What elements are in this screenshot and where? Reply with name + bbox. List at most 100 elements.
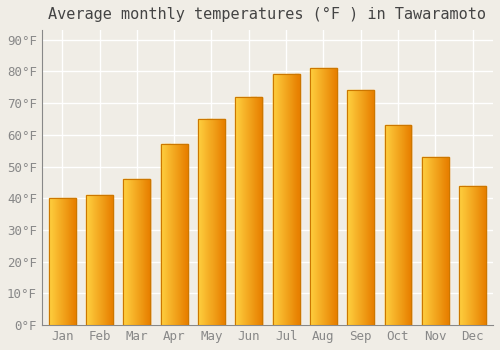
Bar: [97, 195, 98, 325]
Bar: [219, 119, 220, 325]
Bar: [183, 144, 184, 325]
Bar: [130, 179, 131, 325]
Bar: [272, 75, 274, 325]
Bar: [51, 198, 52, 325]
Bar: [211, 119, 212, 325]
Bar: [444, 157, 446, 325]
Bar: [272, 75, 299, 325]
Bar: [104, 195, 105, 325]
Bar: [258, 97, 259, 325]
Bar: [394, 125, 396, 325]
Bar: [434, 157, 436, 325]
Bar: [424, 157, 425, 325]
Bar: [364, 90, 366, 325]
Bar: [139, 179, 140, 325]
Bar: [462, 186, 463, 325]
Bar: [52, 198, 53, 325]
Bar: [286, 75, 288, 325]
Bar: [204, 119, 205, 325]
Bar: [428, 157, 429, 325]
Bar: [396, 125, 398, 325]
Bar: [94, 195, 95, 325]
Bar: [216, 119, 217, 325]
Bar: [274, 75, 276, 325]
Bar: [222, 119, 223, 325]
Bar: [146, 179, 147, 325]
Bar: [463, 186, 464, 325]
Bar: [163, 144, 164, 325]
Bar: [292, 75, 293, 325]
Bar: [66, 198, 67, 325]
Bar: [92, 195, 93, 325]
Bar: [484, 186, 486, 325]
Bar: [136, 179, 137, 325]
Bar: [93, 195, 94, 325]
Bar: [284, 75, 286, 325]
Bar: [186, 144, 187, 325]
Bar: [90, 195, 91, 325]
Bar: [477, 186, 478, 325]
Bar: [253, 97, 254, 325]
Bar: [284, 75, 285, 325]
Bar: [103, 195, 104, 325]
Bar: [276, 75, 278, 325]
Bar: [350, 90, 352, 325]
Bar: [95, 195, 96, 325]
Bar: [386, 125, 388, 325]
Bar: [472, 186, 474, 325]
Bar: [240, 97, 241, 325]
Bar: [250, 97, 251, 325]
Bar: [212, 119, 213, 325]
Bar: [356, 90, 358, 325]
Bar: [124, 179, 150, 325]
Bar: [400, 125, 402, 325]
Bar: [251, 97, 252, 325]
Bar: [126, 179, 127, 325]
Bar: [127, 179, 128, 325]
Bar: [438, 157, 440, 325]
Bar: [49, 198, 76, 325]
Bar: [129, 179, 130, 325]
Bar: [469, 186, 470, 325]
Bar: [324, 68, 326, 325]
Bar: [50, 198, 51, 325]
Bar: [200, 119, 201, 325]
Bar: [467, 186, 468, 325]
Bar: [96, 195, 97, 325]
Bar: [238, 97, 239, 325]
Bar: [372, 90, 373, 325]
Bar: [478, 186, 480, 325]
Bar: [62, 198, 63, 325]
Bar: [131, 179, 132, 325]
Bar: [108, 195, 109, 325]
Bar: [67, 198, 68, 325]
Bar: [169, 144, 170, 325]
Bar: [320, 68, 322, 325]
Bar: [106, 195, 107, 325]
Bar: [101, 195, 102, 325]
Bar: [242, 97, 243, 325]
Bar: [145, 179, 146, 325]
Bar: [384, 125, 411, 325]
Bar: [347, 90, 374, 325]
Bar: [149, 179, 150, 325]
Bar: [247, 97, 248, 325]
Bar: [368, 90, 370, 325]
Bar: [132, 179, 133, 325]
Bar: [402, 125, 404, 325]
Bar: [406, 125, 408, 325]
Bar: [331, 68, 332, 325]
Bar: [205, 119, 206, 325]
Bar: [135, 179, 136, 325]
Bar: [75, 198, 76, 325]
Bar: [391, 125, 392, 325]
Bar: [296, 75, 297, 325]
Bar: [333, 68, 334, 325]
Bar: [446, 157, 448, 325]
Bar: [244, 97, 245, 325]
Bar: [71, 198, 72, 325]
Bar: [207, 119, 208, 325]
Bar: [58, 198, 59, 325]
Bar: [180, 144, 181, 325]
Bar: [143, 179, 144, 325]
